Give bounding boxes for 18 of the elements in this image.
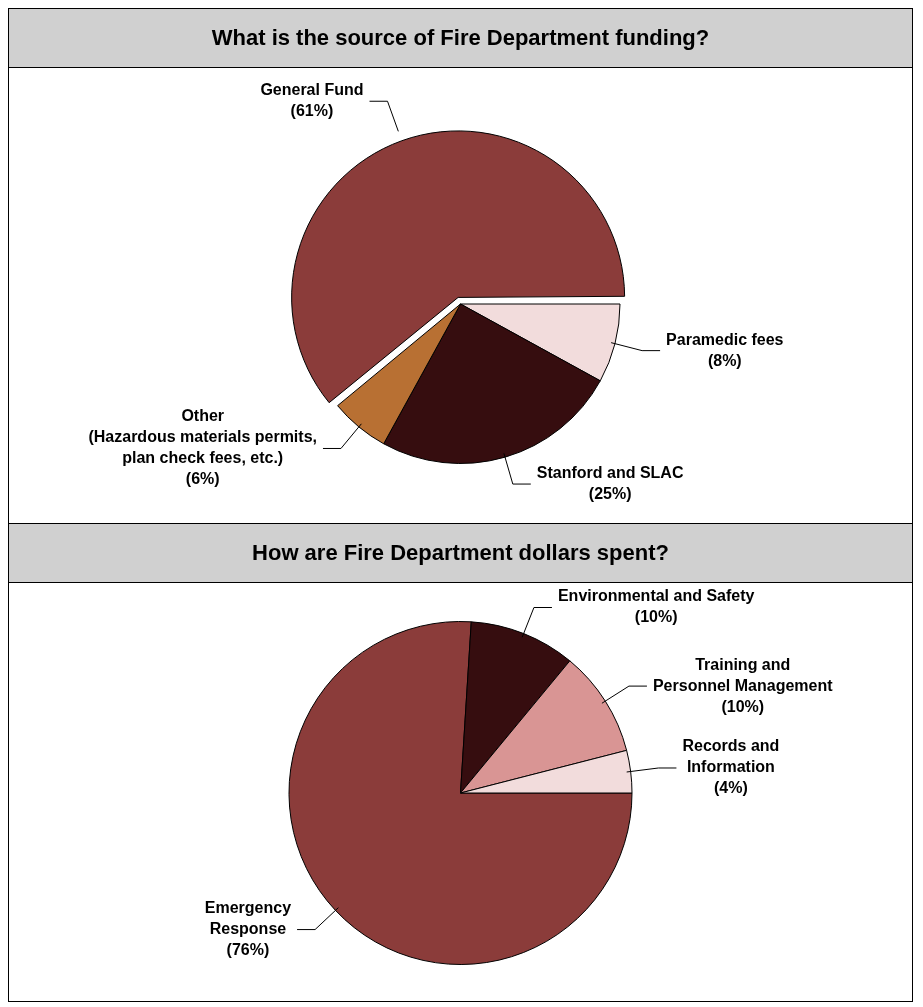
slice-label: Records and Information [682, 737, 780, 776]
data-label: (8%) [707, 351, 742, 369]
chart-title: What is the source of Fire Department funding? [9, 9, 912, 68]
data-label: (10%) [721, 697, 765, 715]
data-label: (6%) [185, 470, 220, 488]
slice-label: Other (Hazardous materials permits, plan check fees, etc.) [88, 407, 317, 467]
slice-label: General Fund [260, 81, 364, 99]
data-label: (76%) [226, 940, 270, 958]
chart-title: How are Fire Department dollars spent? [9, 523, 912, 583]
slice-label: Environmental and Safety [557, 587, 755, 605]
slice-label: Stanford and SLAC [536, 463, 684, 481]
data-label: (4%) [713, 779, 748, 797]
slice-label: Paramedic fees [666, 330, 784, 348]
data-label: (25%) [588, 484, 632, 502]
slice-label: Emergency Response [204, 898, 292, 937]
slice-label: Training and Personnel Management [652, 655, 834, 694]
data-label: (10%) [634, 608, 678, 626]
data-label: (61%) [290, 102, 334, 120]
